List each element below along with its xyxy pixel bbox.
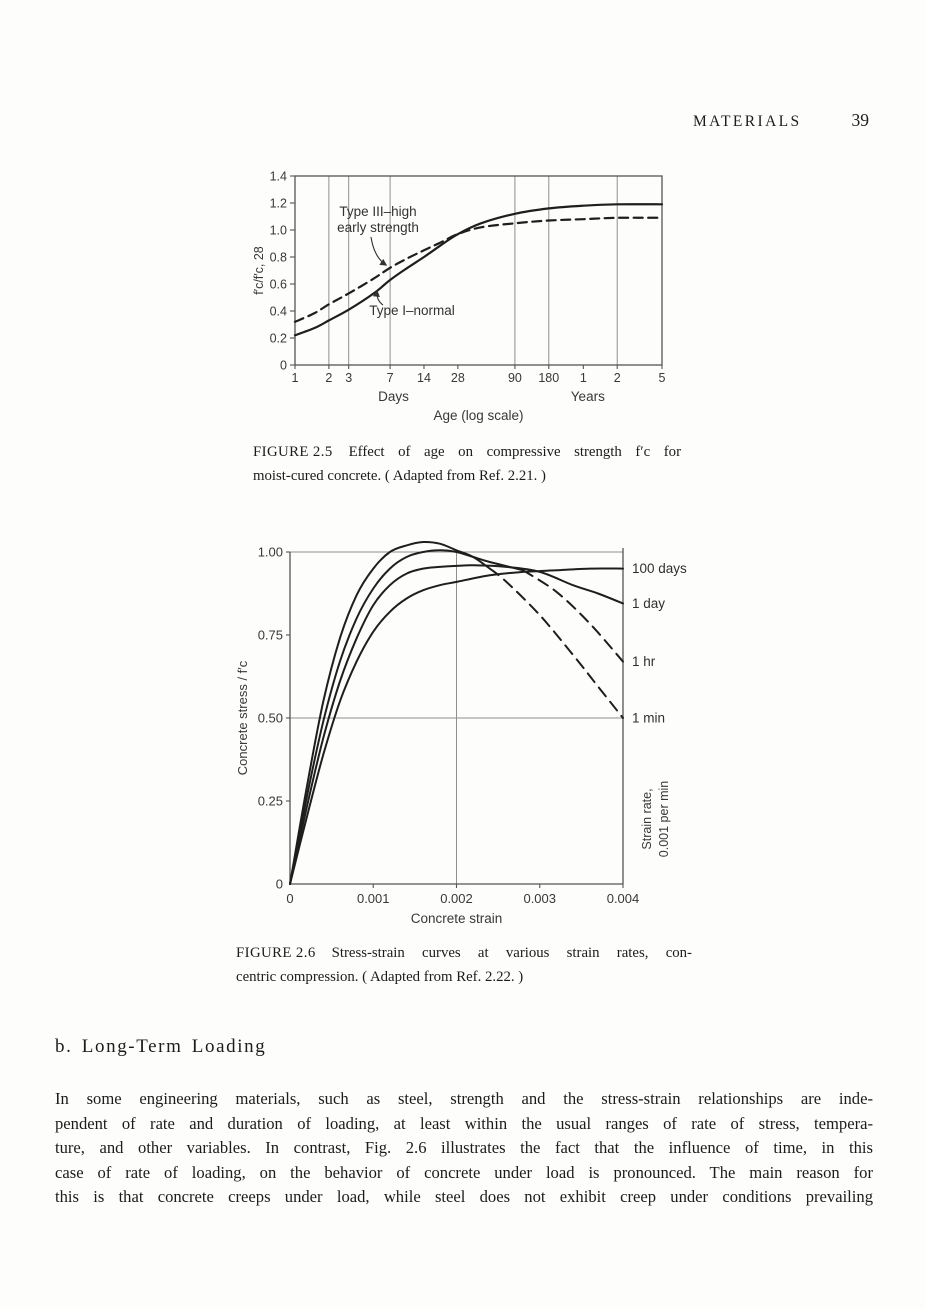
running-head: MATERIALS xyxy=(693,113,802,130)
svg-text:1.0: 1.0 xyxy=(270,224,287,238)
figure-2-6-label: FIGURE 2.6 xyxy=(236,945,316,961)
svg-text:0.004: 0.004 xyxy=(607,891,640,906)
body-paragraph: In some engineering materials, such as s… xyxy=(55,1087,873,1210)
paragraph-line: ture, and other variables. In contrast, … xyxy=(55,1138,873,1157)
svg-text:1: 1 xyxy=(580,371,587,385)
stress-strain-chart: 0 0.25 0.50 0.75 1.00 0 0.001 0.002 0.003 0.004 Co… xyxy=(235,540,687,926)
figure-2-6-caption: FIGURE 2.6 Stress-strain curves at vario… xyxy=(236,942,692,989)
caption-line: FIGURE 2.5 Effect of age on compressive … xyxy=(253,441,681,465)
svg-text:0.001: 0.001 xyxy=(357,891,390,906)
svg-text:1 day: 1 day xyxy=(632,596,665,611)
caption-line: centric compression. ( Adapted from Ref.… xyxy=(236,968,524,985)
caption-line: moist-cured concrete. ( Adapted from Ref… xyxy=(253,467,546,484)
svg-text:180: 180 xyxy=(538,371,559,385)
svg-text:0.003: 0.003 xyxy=(523,891,556,906)
svg-text:1 min: 1 min xyxy=(632,711,665,726)
svg-text:2: 2 xyxy=(614,371,621,385)
svg-text:7: 7 xyxy=(387,371,394,385)
svg-text:0.001 per min: 0.001 per min xyxy=(657,781,671,857)
caption-line: FIGURE 2.6 Stress-strain curves at vario… xyxy=(236,942,692,966)
svg-text:f′c/f′c, 28: f′c/f′c, 28 xyxy=(252,246,266,295)
section-heading: b. Long-Term Loading xyxy=(55,1036,267,1057)
age-vs-strength-chart: 00.20.40.60.81.01.21.41 2 3 7 14 28 90 180 1 2 5Da… xyxy=(252,170,666,424)
svg-text:0: 0 xyxy=(286,891,293,906)
paragraph-line: In some engineering materials, such as s… xyxy=(55,1089,873,1108)
caption-text: Stress-strain curves at various strain r… xyxy=(331,945,692,961)
svg-text:28: 28 xyxy=(451,371,465,385)
svg-text:Concrete stress / f′c: Concrete stress / f′c xyxy=(235,660,250,775)
svg-text:1.00: 1.00 xyxy=(258,545,283,560)
paragraph-line: case of rate of loading, on the behavior… xyxy=(55,1162,873,1182)
paragraph-line: pendent of rate and duration of loading,… xyxy=(55,1113,873,1133)
svg-text:early strength: early strength xyxy=(337,220,419,235)
svg-text:0.2: 0.2 xyxy=(270,332,287,346)
svg-text:3: 3 xyxy=(345,371,352,385)
svg-text:1: 1 xyxy=(292,371,299,385)
svg-text:Type III–high: Type III–high xyxy=(339,204,416,219)
svg-text:90: 90 xyxy=(508,371,522,385)
svg-text:0.50: 0.50 xyxy=(258,711,283,726)
svg-text:Concrete strain: Concrete strain xyxy=(411,911,503,926)
svg-text:14: 14 xyxy=(417,371,431,385)
svg-text:0.8: 0.8 xyxy=(270,251,287,265)
figure-2-5-caption: FIGURE 2.5 Effect of age on compressive … xyxy=(253,441,681,488)
page-number: 39 xyxy=(851,110,870,130)
svg-text:0.6: 0.6 xyxy=(270,278,287,292)
svg-text:0.002: 0.002 xyxy=(440,891,473,906)
svg-text:2: 2 xyxy=(325,371,332,385)
caption-text: Effect of age on compressive strength f′… xyxy=(348,444,681,460)
svg-text:0.4: 0.4 xyxy=(270,305,287,319)
svg-text:Days: Days xyxy=(378,389,409,404)
svg-text:Strain rate,: Strain rate, xyxy=(640,788,654,849)
svg-text:Type I–normal: Type I–normal xyxy=(369,303,455,318)
paragraph-line: this is that concrete creeps under load,… xyxy=(55,1187,873,1206)
svg-text:1 hr: 1 hr xyxy=(632,654,656,669)
figure-2-5-label: FIGURE 2.5 xyxy=(253,444,333,460)
svg-text:5: 5 xyxy=(659,371,666,385)
page-header: MATERIALS 39 xyxy=(693,110,869,131)
svg-text:100 days: 100 days xyxy=(632,561,687,576)
svg-text:0.75: 0.75 xyxy=(258,628,283,643)
svg-text:0: 0 xyxy=(280,359,287,373)
svg-text:Years: Years xyxy=(571,389,605,404)
svg-text:1.2: 1.2 xyxy=(270,197,287,211)
svg-text:1.4: 1.4 xyxy=(270,170,287,184)
svg-text:Age (log scale): Age (log scale) xyxy=(433,408,523,423)
svg-text:0.25: 0.25 xyxy=(258,794,283,809)
svg-text:0: 0 xyxy=(276,877,283,892)
